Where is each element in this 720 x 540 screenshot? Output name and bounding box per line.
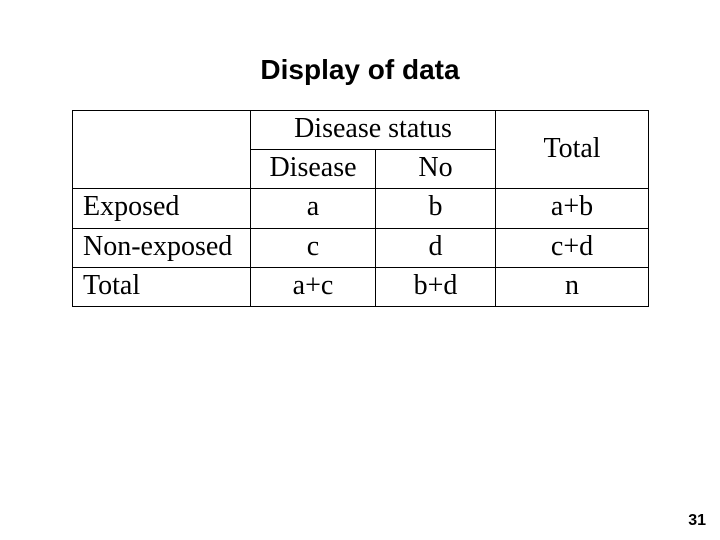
table-row: Total a+c b+d n: [73, 267, 649, 306]
header-disease-status: Disease status: [251, 111, 496, 150]
slide-title: Display of data: [0, 54, 720, 86]
header-total: Total: [496, 111, 649, 189]
cell-n: n: [496, 267, 649, 306]
cell-c: c: [251, 228, 376, 267]
cell-d: d: [376, 228, 496, 267]
table-row: Non-exposed c d c+d: [73, 228, 649, 267]
cell-a: a: [251, 189, 376, 228]
cell-a-plus-b: a+b: [496, 189, 649, 228]
cell-a-plus-c: a+c: [251, 267, 376, 306]
header-no: No: [376, 150, 496, 189]
cell-b: b: [376, 189, 496, 228]
cell-c-plus-d: c+d: [496, 228, 649, 267]
contingency-table: Disease status Total Disease No Exposed …: [72, 110, 649, 307]
header-blank-cell: [73, 111, 251, 189]
table-row: Exposed a b a+b: [73, 189, 649, 228]
row-label-nonexposed: Non-exposed: [73, 228, 251, 267]
cell-b-plus-d: b+d: [376, 267, 496, 306]
page-number: 31: [688, 512, 706, 530]
row-label-exposed: Exposed: [73, 189, 251, 228]
row-label-total: Total: [73, 267, 251, 306]
slide: Display of data Disease status Total Dis…: [0, 0, 720, 540]
header-disease: Disease: [251, 150, 376, 189]
header-row-1: Disease status Total: [73, 111, 649, 150]
contingency-table-wrap: Disease status Total Disease No Exposed …: [72, 110, 648, 307]
